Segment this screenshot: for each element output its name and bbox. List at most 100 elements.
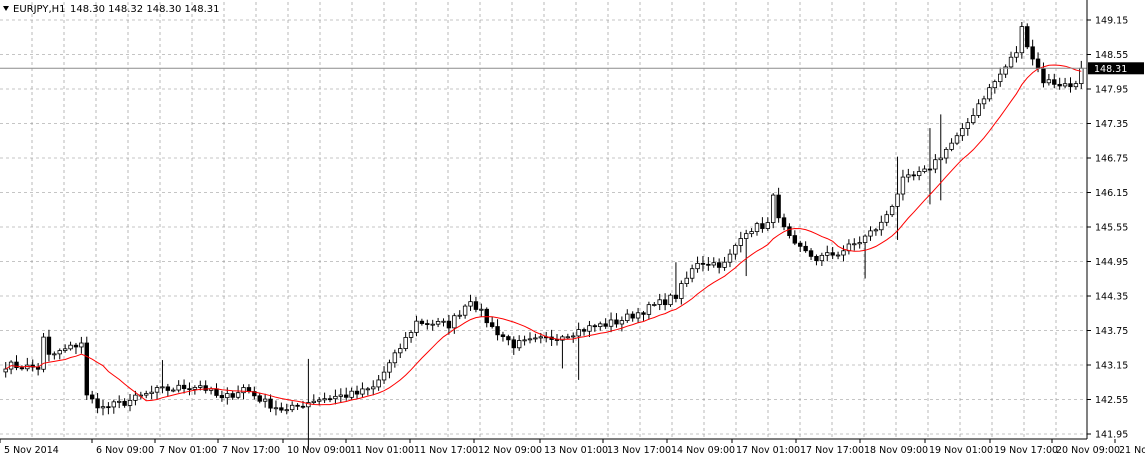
candle-body (484, 308, 489, 324)
candle (84, 336, 89, 400)
candle (489, 316, 495, 329)
candle (792, 230, 798, 246)
candle-body (749, 231, 754, 235)
candle (1008, 51, 1014, 69)
candles (3, 21, 1084, 450)
candle-body (879, 221, 884, 231)
candle (257, 392, 262, 404)
candle (608, 312, 614, 333)
candle-body (230, 393, 235, 398)
candle (646, 301, 652, 320)
candle-body (727, 253, 733, 263)
candle-body (1052, 79, 1057, 85)
candle-body (511, 339, 516, 349)
candle (3, 362, 8, 378)
candle-body (1014, 52, 1019, 58)
candle (273, 400, 279, 416)
candle (171, 387, 176, 393)
x-tick-label: 19 Nov 17:00 (994, 445, 1058, 456)
candle (349, 387, 354, 400)
candle-body (938, 157, 943, 161)
candle-body (468, 301, 473, 307)
candle (214, 383, 219, 398)
candle (1079, 60, 1084, 89)
x-tick-label: 14 Nov 09:00 (671, 445, 735, 456)
x-tick-label: 7 Nov 01:00 (159, 445, 217, 456)
candle-body (873, 229, 879, 232)
candle (857, 236, 862, 249)
candle (814, 254, 819, 266)
candle-body (565, 336, 571, 339)
candle (754, 221, 760, 236)
candle-body (911, 174, 916, 177)
candle-body (219, 395, 225, 399)
candle (181, 379, 187, 394)
candle (895, 156, 900, 240)
candle (262, 393, 268, 408)
candle-body (884, 214, 889, 223)
candle (571, 332, 576, 343)
candle (371, 380, 376, 396)
candle-body (41, 336, 46, 370)
candle-body (462, 305, 468, 316)
candle (906, 168, 911, 183)
grid (0, 2, 1087, 439)
candle-body (441, 320, 446, 323)
candle-body (295, 404, 300, 407)
bid-price-tag (1088, 62, 1144, 75)
candle-body (198, 385, 203, 388)
candle-body (889, 206, 895, 216)
candle-body (171, 389, 176, 392)
candle (68, 341, 73, 351)
candle-body (365, 388, 371, 391)
candle-body (473, 301, 479, 310)
candle-body (927, 168, 933, 171)
candle-body (430, 323, 435, 326)
candle-body (289, 404, 295, 411)
candle (900, 169, 906, 201)
candle-body (635, 312, 641, 319)
candle-body (998, 73, 1003, 83)
candle-body (300, 405, 306, 408)
candle (398, 343, 403, 359)
candle (835, 251, 841, 260)
candle (771, 193, 776, 229)
candle (1019, 21, 1025, 59)
candle (506, 334, 511, 346)
candle (408, 330, 414, 343)
candle (879, 215, 884, 236)
y-tick-label: 147.95 (1095, 85, 1128, 96)
candle-body (144, 393, 149, 396)
candle-body (825, 252, 830, 256)
candle-body (127, 399, 133, 406)
candle (46, 329, 52, 362)
candle-body (489, 322, 495, 327)
triangle-down-icon[interactable] (3, 6, 9, 11)
candle (1014, 46, 1019, 63)
candle (14, 355, 19, 371)
candle-body (598, 323, 603, 327)
y-tick-label: 146.15 (1095, 188, 1128, 199)
candle (652, 302, 657, 307)
candle (711, 257, 716, 268)
candle (981, 95, 987, 110)
x-tick-label: 12 Nov 09:00 (478, 445, 542, 456)
candle-body (225, 393, 230, 399)
candle (592, 323, 598, 332)
candle (662, 293, 668, 311)
candle-body (787, 226, 792, 236)
candle (1046, 73, 1052, 86)
candle-body (706, 263, 711, 266)
candle (846, 239, 852, 255)
bid-line-group: 148.31 (0, 62, 1144, 75)
candle (154, 385, 160, 400)
candle (79, 336, 84, 354)
candle-body (516, 340, 522, 349)
candle-body (1019, 26, 1025, 54)
candle (1025, 23, 1030, 50)
candle-body (798, 242, 803, 247)
candle-body (257, 395, 262, 402)
